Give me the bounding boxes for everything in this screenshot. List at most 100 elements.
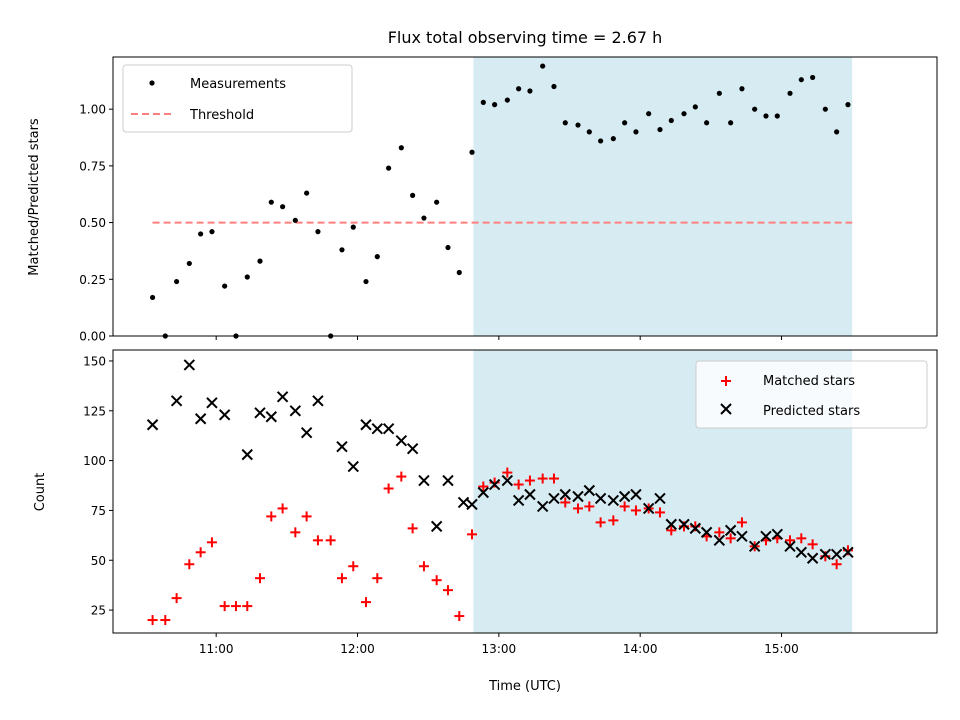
matched-star-point <box>831 559 842 570</box>
predicted-star-point <box>254 407 266 419</box>
y-tick-label: 0.00 <box>79 330 106 344</box>
measurement-point <box>681 111 687 117</box>
predicted-star-point <box>795 546 808 558</box>
predicted-star-point <box>336 440 348 453</box>
matched-star-point <box>807 539 818 550</box>
predicted-star-point <box>572 490 584 503</box>
measurement-point <box>149 294 156 301</box>
measurement-point <box>386 165 392 171</box>
ratio-y-axis-label: Matched/Predicted stars <box>27 118 42 276</box>
matched-star-point <box>301 511 312 522</box>
matched-star-point <box>466 529 477 540</box>
matched-star-point <box>407 523 418 534</box>
matched-star-point <box>171 593 182 604</box>
matched-star-point <box>524 475 535 486</box>
predicted-star-point <box>618 490 631 503</box>
predicted-star-point <box>654 492 666 505</box>
predicted-star-point <box>241 448 253 461</box>
predicted-star-point <box>583 484 596 497</box>
matched-star-point <box>537 473 548 484</box>
predicted-star-point <box>736 530 748 543</box>
predicted-star-point <box>713 534 726 547</box>
matched-star-point <box>619 501 630 512</box>
y-tick-label: 75 <box>91 504 106 518</box>
measurement-point <box>562 120 568 126</box>
predicted-star-point <box>760 530 772 543</box>
count-legend: Matched stars Predicted stars <box>695 360 928 429</box>
matched-star-point <box>242 601 253 612</box>
matched-star-point <box>160 615 171 626</box>
x-tick-label: 13:00 <box>482 642 517 656</box>
ratio-x-ticks <box>215 336 783 340</box>
predicted-star-point <box>524 488 536 501</box>
matched-star-point <box>206 537 217 548</box>
matched-star-point <box>336 573 347 584</box>
measurement-point <box>763 113 769 119</box>
ratio-legend-box <box>122 64 353 133</box>
matched-star-point <box>654 507 665 518</box>
measurement-point <box>716 90 722 96</box>
measurement-point <box>646 111 652 117</box>
matched-star-point <box>431 575 442 586</box>
matched-star-point <box>230 601 241 612</box>
measurement-point <box>209 229 215 235</box>
measurement-point <box>622 120 628 126</box>
predicted-star-point <box>689 522 702 535</box>
measurement-point <box>280 204 286 210</box>
measurement-point <box>174 278 180 285</box>
matched-star-point <box>725 533 736 544</box>
matched-star-point <box>266 511 277 522</box>
y-tick-label: 25 <box>91 604 106 618</box>
ratio-legend: Measurements Threshold <box>122 64 353 133</box>
matched-star-point <box>290 527 301 538</box>
matched-star-point <box>584 501 595 512</box>
matched-star-point <box>796 533 807 544</box>
predicted-star-point <box>806 552 819 564</box>
ratio-y-ticks: 0.00 0.25 0.50 0.75 1.00 <box>79 103 113 344</box>
measurement-point <box>434 199 440 205</box>
predicted-star-point <box>501 474 514 487</box>
measurement-point <box>692 104 698 110</box>
matched-star-point <box>502 467 513 478</box>
count-axes-frame <box>112 349 938 634</box>
measurement-point <box>186 260 192 267</box>
predicted-star-point <box>371 423 384 435</box>
matched-star-point <box>595 517 606 528</box>
y-tick-label: 1.00 <box>79 103 106 117</box>
matched-star-point <box>454 611 465 622</box>
measurement-point <box>551 83 557 90</box>
count-panel: 25 50 75 100 125 150 11:00 12:00 13:00 14:00 15:0… <box>33 349 938 694</box>
predicted-star-point <box>700 526 713 539</box>
legend-matched-label: Matched stars <box>763 374 855 389</box>
matched-star-point <box>184 559 195 570</box>
matched-star-point <box>147 615 158 626</box>
legend-measurements-label: Measurements <box>190 77 286 92</box>
measurement-point <box>198 231 204 237</box>
matched-star-point <box>348 561 359 572</box>
predicted-star-point <box>830 548 843 560</box>
y-tick-label: 125 <box>83 404 106 418</box>
measurement-point <box>244 274 250 280</box>
predicted-star-point <box>784 540 796 553</box>
predicted-star-point <box>457 496 470 509</box>
measurement-point <box>739 86 745 92</box>
legend-threshold-label: Threshold <box>189 108 254 123</box>
ratio-panel: 0.00 0.25 0.50 0.75 1.00 Matched/Predicted s… <box>27 56 938 344</box>
predicted-star-point <box>289 405 302 417</box>
predicted-star-point <box>395 434 408 447</box>
measurement-point <box>363 278 369 285</box>
x-tick-label: 12:00 <box>340 642 375 656</box>
measurement-point <box>421 215 427 221</box>
measurement-point <box>704 120 710 126</box>
predicted-star-point <box>559 488 571 501</box>
legend-predicted-marker <box>720 403 732 415</box>
matched-star-point <box>277 503 288 514</box>
measurement-point <box>456 269 462 276</box>
predicted-star-point <box>512 494 525 507</box>
matched-star-point <box>325 535 336 546</box>
measurement-point <box>540 63 546 69</box>
predicted-star-point <box>630 488 642 501</box>
measurement-point <box>480 99 486 105</box>
matched-star-point <box>195 547 206 558</box>
